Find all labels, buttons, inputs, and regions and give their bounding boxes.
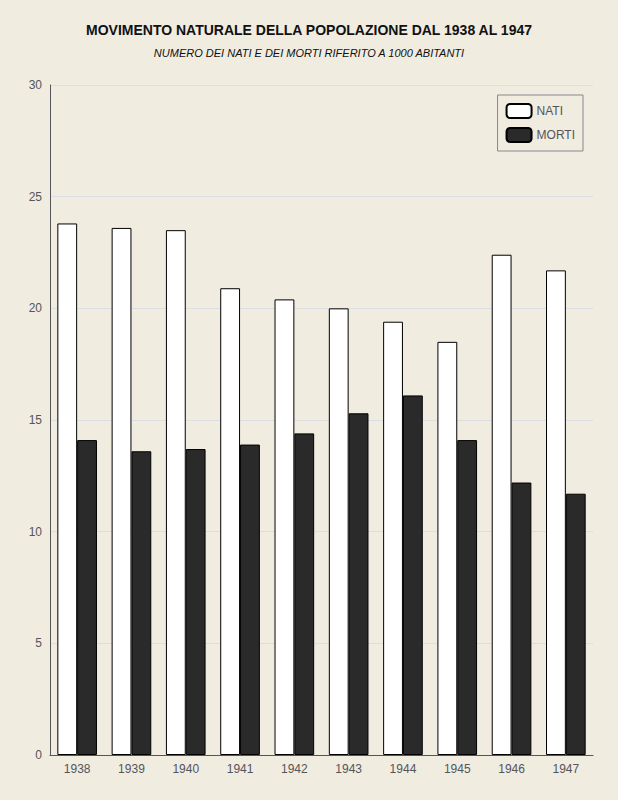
svg-text:NATI: NATI [537, 104, 563, 118]
svg-text:30: 30 [29, 78, 43, 92]
svg-text:NUMERO DEI NATI E DEI MORTI RI: NUMERO DEI NATI E DEI MORTI RIFERITO A 1… [154, 47, 464, 59]
svg-text:1938: 1938 [64, 762, 91, 776]
svg-text:20: 20 [29, 301, 43, 315]
svg-text:5: 5 [35, 636, 42, 650]
svg-text:15: 15 [29, 413, 43, 427]
svg-text:1939: 1939 [118, 762, 145, 776]
svg-text:1946: 1946 [498, 762, 525, 776]
svg-text:MOVIMENTO NATURALE DELLA POPOL: MOVIMENTO NATURALE DELLA POPOLAZIONE DAL… [86, 22, 532, 38]
svg-text:10: 10 [29, 525, 43, 539]
svg-text:25: 25 [29, 190, 43, 204]
svg-text:1947: 1947 [552, 762, 579, 776]
svg-text:1941: 1941 [227, 762, 254, 776]
svg-text:1945: 1945 [444, 762, 471, 776]
svg-text:MORTI: MORTI [537, 128, 575, 142]
svg-text:1943: 1943 [335, 762, 362, 776]
svg-text:0: 0 [35, 748, 42, 762]
svg-text:1940: 1940 [172, 762, 199, 776]
svg-text:1944: 1944 [390, 762, 417, 776]
svg-text:1942: 1942 [281, 762, 308, 776]
